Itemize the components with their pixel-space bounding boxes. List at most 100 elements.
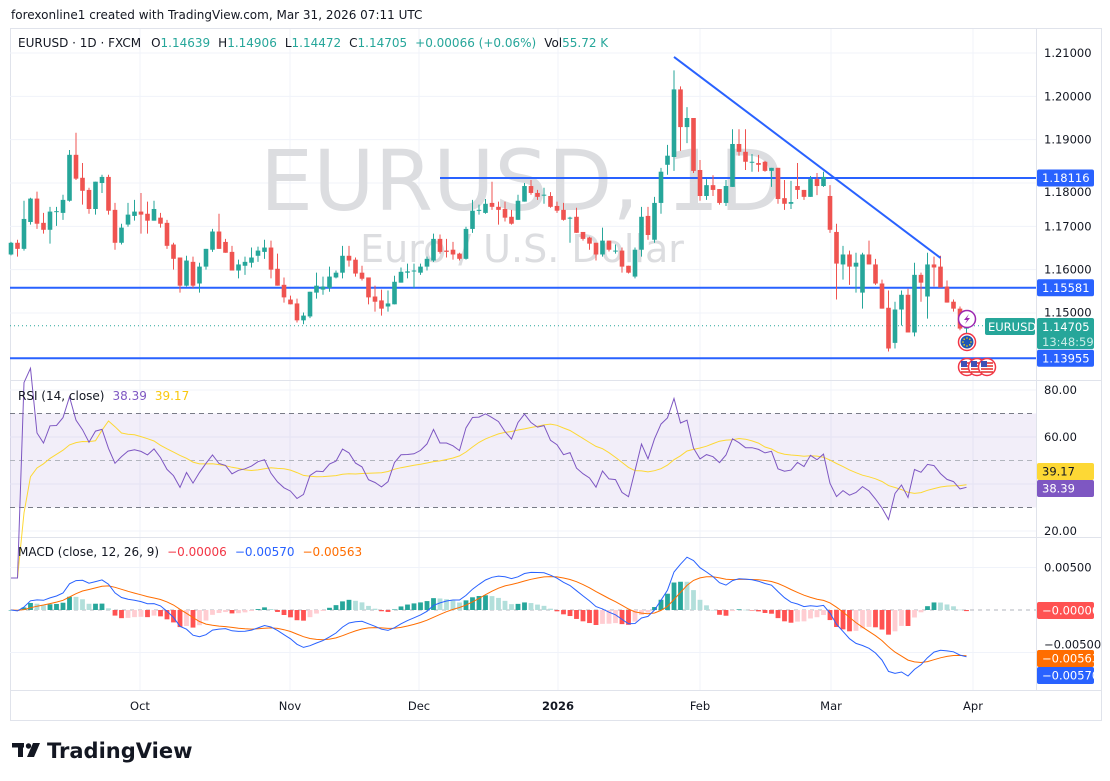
macd-legend[interactable]: MACD (close, 12, 26, 9) −0.00006 −0.00570−… <box>18 545 362 559</box>
time-tick-label: Nov <box>279 699 302 713</box>
watermark-title: EURUSD, 1D <box>260 132 784 230</box>
symbol-legend[interactable]: EURUSD · 1D · FXCM O1.14639 H1.14906 L1.144… <box>18 36 609 50</box>
macd-histogram-bar <box>73 596 79 610</box>
candle-body <box>281 284 287 298</box>
macd-histogram-bar <box>665 593 670 610</box>
candle <box>275 253 280 286</box>
candle-body <box>145 213 150 221</box>
candle-body <box>886 307 891 349</box>
macd-title[interactable]: MACD (close, 12, 26, 9) <box>18 545 159 559</box>
flag-star <box>963 338 965 340</box>
horizontal-levels[interactable] <box>10 176 1036 360</box>
macd-histogram-bar <box>145 610 150 618</box>
candle-body <box>918 274 924 283</box>
macd-histogram-bar <box>912 610 917 618</box>
candle <box>931 256 937 287</box>
candle <box>528 179 534 195</box>
candle <box>606 240 612 252</box>
candle-body <box>151 208 157 221</box>
macd-line-value: −0.00570 <box>235 545 295 559</box>
candle <box>99 174 105 193</box>
rsi-ma-badge <box>1037 463 1094 480</box>
event-markers[interactable] <box>957 309 997 377</box>
rsi-legend[interactable]: RSI (14, close) 38.39 39.17 <box>18 389 189 403</box>
downtrend-line[interactable] <box>673 56 942 259</box>
macd-histogram-bar <box>177 610 183 628</box>
candle <box>684 107 690 144</box>
candle-body <box>743 151 748 162</box>
candle <box>28 197 33 225</box>
time-tick-label: Oct <box>130 699 150 713</box>
level-price-badge <box>1037 349 1094 367</box>
macd-histogram-bar <box>795 610 800 622</box>
macd-histogram-bar <box>28 602 33 610</box>
symbol-label[interactable]: EURUSD · 1D · FXCM <box>18 36 141 50</box>
macd-histogram-bar <box>840 610 846 630</box>
candle <box>177 257 183 293</box>
macd-histogram-bar <box>210 610 215 615</box>
macd-histogram-bar <box>151 610 157 616</box>
candle-body <box>600 240 605 255</box>
time-tick-label: Apr <box>963 699 983 713</box>
candle-body <box>548 195 553 207</box>
macd-histogram-bar <box>216 610 222 614</box>
flag-star <box>962 341 964 343</box>
candle <box>691 117 696 174</box>
candle <box>769 167 774 187</box>
macd-histogram-bar <box>333 605 339 610</box>
candle-body <box>574 216 579 233</box>
rsi-title[interactable]: RSI (14, close) <box>18 389 104 403</box>
candle-body <box>938 266 943 288</box>
volume-label: Vol <box>544 36 562 50</box>
candle <box>372 285 378 312</box>
candle <box>853 252 859 293</box>
rsi-pane <box>10 366 1036 579</box>
price-tick-label: 1.20000 <box>1044 89 1092 103</box>
candle-body <box>866 254 872 265</box>
candle <box>223 238 228 253</box>
candle-body <box>242 261 248 266</box>
candle-body <box>80 177 85 191</box>
macd-histogram-bar <box>320 610 326 611</box>
event-marker[interactable] <box>957 332 977 352</box>
candle-body <box>821 176 826 187</box>
price-tick-label: 1.16000 <box>1044 263 1092 277</box>
macd-histogram-bar <box>86 603 92 610</box>
volume-value: 55.72 K <box>562 36 609 50</box>
candle-body <box>905 294 911 333</box>
candle-body <box>749 161 755 163</box>
event-marker[interactable] <box>977 357 997 377</box>
tradingview-logo[interactable]: TradingView <box>12 739 192 763</box>
candle <box>294 298 300 323</box>
time-tick-label: Dec <box>408 699 430 713</box>
candle <box>619 247 625 273</box>
time-axis[interactable]: Oct Nov Dec 2026 Feb Mar Apr <box>130 699 983 713</box>
candle-body <box>411 270 417 272</box>
price-axis[interactable]: 1.18116 1.15581 1.13955 39.17 38.39 −0.00006 −… <box>1037 46 1101 684</box>
trendline[interactable] <box>673 56 942 259</box>
candle-body <box>392 281 397 305</box>
candle <box>216 213 222 249</box>
macd-histogram-bar <box>249 610 254 612</box>
candle <box>418 263 423 275</box>
candle <box>54 206 59 226</box>
candle-body <box>652 202 657 240</box>
macd-histogram-bar <box>431 598 436 610</box>
macd-histogram-bar <box>496 597 501 610</box>
macd-histogram-bar <box>288 610 293 618</box>
rsi-tick-label: 60.00 <box>1044 430 1077 444</box>
macd-histogram-bar <box>554 610 560 612</box>
macd-histogram-bar <box>756 610 761 612</box>
event-marker[interactable] <box>957 309 977 329</box>
candle-body <box>847 254 852 267</box>
macd-histogram-bar <box>93 603 98 610</box>
candle-body <box>515 200 521 220</box>
level-price-badge-text: 1.15581 <box>1042 281 1090 295</box>
candle <box>704 179 709 200</box>
candle-body <box>879 283 885 309</box>
macd-histogram-bar <box>346 599 352 610</box>
candle <box>509 209 514 225</box>
price-tick-label: 1.18000 <box>1044 185 1092 199</box>
candle <box>229 245 235 271</box>
